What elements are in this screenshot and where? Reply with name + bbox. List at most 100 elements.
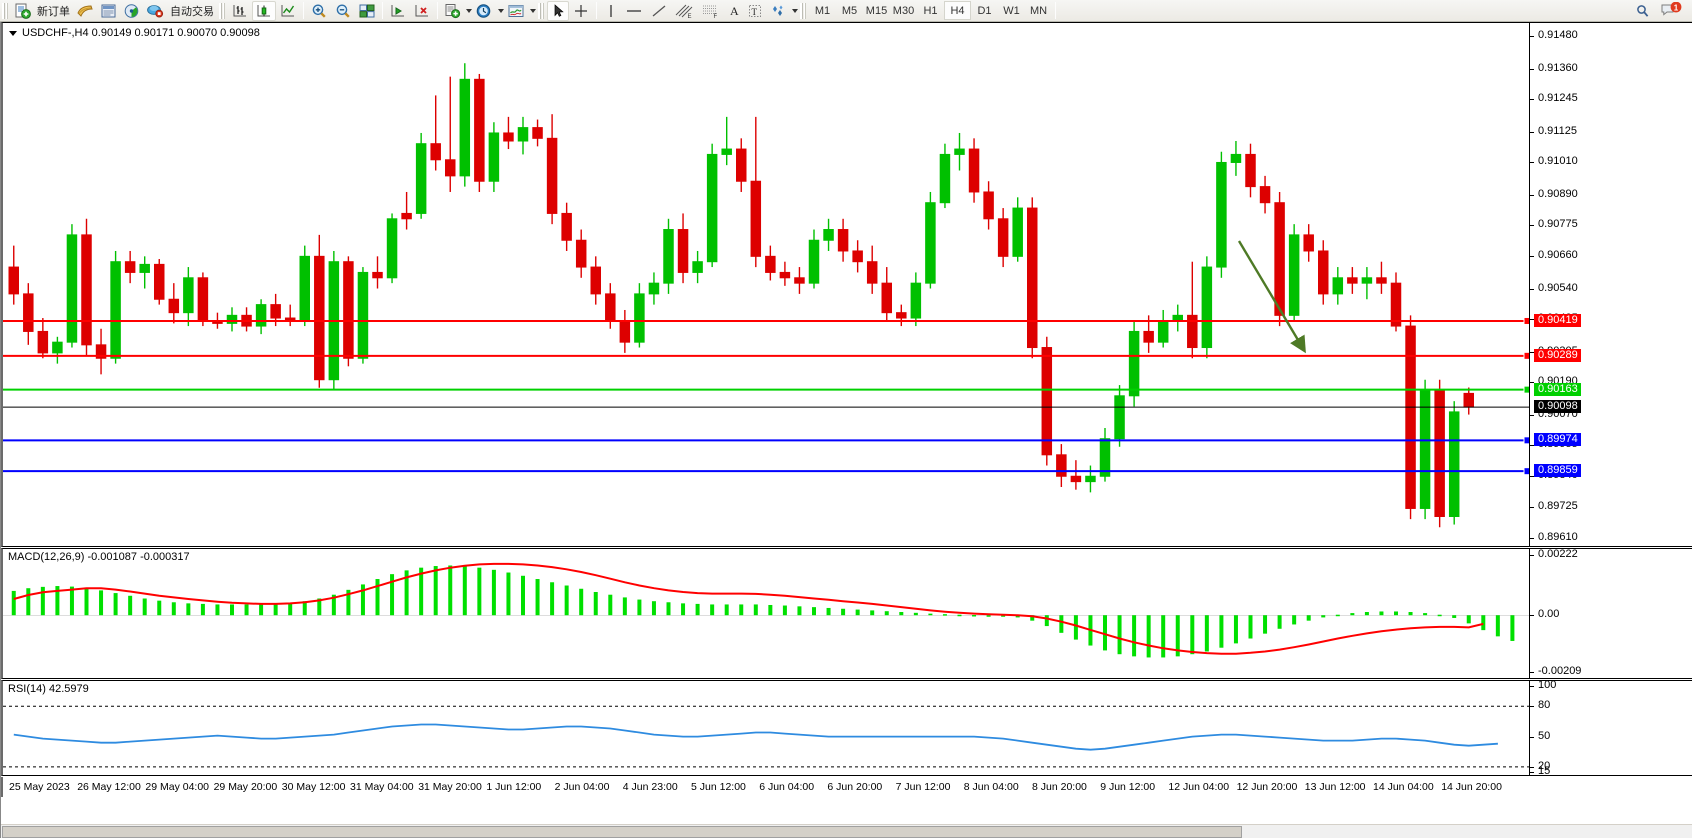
timeframe-m1[interactable]: M1 [814, 4, 831, 17]
symbol-header[interactable]: USDCHF-,H4 0.90149 0.90171 0.90070 0.900… [9, 27, 260, 39]
line-chart-icon[interactable] [276, 1, 300, 21]
timeframe-d1[interactable]: D1 [977, 4, 992, 17]
rsi-pane[interactable]: RSI(14) 42.5979 100 80 50 20 15 [1, 679, 1692, 777]
start-expert-icon[interactable] [386, 1, 410, 21]
price-level-tag-support-blue-1[interactable]: 0.89974 [1534, 433, 1581, 447]
tile-windows-icon[interactable] [355, 1, 379, 21]
templates-icon[interactable] [504, 1, 528, 21]
price-level-tag-resistance-2[interactable]: 0.90289 [1534, 348, 1581, 362]
toolbar-grip-2[interactable] [219, 2, 225, 19]
timeframe-m5[interactable]: M5 [841, 4, 858, 17]
timeframe-m30[interactable]: M30 [892, 4, 915, 17]
price-tick-mark [1530, 445, 1534, 447]
price-tick-mark [1530, 288, 1534, 290]
rsi-svg [3, 705, 1531, 768]
toolbar-separator-3 [437, 2, 438, 19]
price-tick-label: 0.90660 [1538, 249, 1578, 262]
timeframe-h4[interactable]: H4 [944, 1, 971, 20]
text-icon[interactable]: A [723, 1, 744, 21]
chart-workspace: USDCHF-,H4 0.90149 0.90171 0.90070 0.900… [0, 22, 1692, 838]
indicators-icon[interactable] [441, 1, 464, 21]
toolbar-grip[interactable] [2, 2, 8, 19]
fibonacci-icon[interactable]: F [697, 1, 723, 21]
macd-svg [3, 562, 1531, 658]
time-axis[interactable]: 25 May 2023 26 May 12:00 29 May 04:00 29 Ma… [1, 777, 1692, 797]
scrollbar-thumb[interactable] [2, 826, 1242, 838]
price-tick-label: 0.91010 [1538, 155, 1578, 168]
horizontal-scrollbar[interactable] [1, 824, 1692, 838]
trendline-icon[interactable] [647, 1, 671, 21]
macd-label: MACD(12,26,9) -0.001087 -0.000317 [8, 551, 190, 563]
candlestick-icon[interactable] [252, 0, 276, 21]
time-axis-label: 9 Jun 12:00 [1100, 781, 1156, 793]
macd-axis[interactable]: 0.00222 0.00 -0.00209 [1529, 548, 1692, 678]
templates-dropdown-caret[interactable] [530, 8, 536, 13]
rsi-axis[interactable]: 100 80 50 20 15 [1529, 679, 1692, 777]
rsi-tick-mark [1530, 706, 1534, 708]
stop-expert-icon[interactable] [410, 1, 434, 21]
rsi-tick-mark [1530, 736, 1534, 738]
timeframe-w1[interactable]: W1 [1003, 4, 1020, 17]
charts-icon[interactable] [73, 1, 97, 21]
macd-tick-mark [1530, 671, 1534, 673]
zoom-out-icon[interactable] [331, 1, 355, 21]
price-level-tag-resistance-1[interactable]: 0.90419 [1534, 313, 1581, 327]
rsi-tick-label: 20 [1538, 759, 1551, 772]
rsi-tick-mark [1530, 771, 1534, 773]
indicators-dropdown-caret[interactable] [466, 8, 472, 13]
price-level-tag-support-blue-2[interactable]: 0.89859 [1534, 464, 1581, 478]
time-axis-label: 13 Jun 12:00 [1304, 781, 1366, 793]
macd-plot-area[interactable] [3, 549, 1692, 678]
down-arrow-annotation[interactable] [1231, 233, 1321, 358]
crosshair-icon[interactable] [569, 1, 593, 21]
cursor-icon[interactable] [547, 0, 569, 21]
time-axis-label: 14 Jun 20:00 [1441, 781, 1502, 793]
market-watch-icon[interactable] [97, 1, 120, 21]
rsi-tick-label: 50 [1538, 729, 1551, 742]
horizontal-line-icon[interactable] [621, 1, 647, 21]
price-plot-area[interactable] [3, 23, 1692, 546]
chart-menu-caret-icon[interactable] [9, 30, 17, 36]
bar-chart-icon[interactable] [228, 1, 252, 21]
price-axis[interactable]: 0.91480 0.91360 0.91245 0.91125 0.91010 0.908… [1529, 23, 1692, 546]
new-order-label[interactable]: 新订单 [37, 5, 70, 18]
text-label-icon[interactable]: T [744, 1, 766, 21]
arrows-icon[interactable] [766, 1, 790, 21]
alerts-icon[interactable]: 1 [1656, 1, 1686, 21]
time-axis-label: 29 May 20:00 [213, 781, 278, 793]
period-clock-icon[interactable] [472, 1, 496, 21]
time-axis-label: 5 Jun 12:00 [691, 781, 746, 793]
price-tick-label: 0.91360 [1538, 61, 1578, 74]
timeframe-mn[interactable]: MN [1029, 4, 1048, 17]
toolbar-grip-3[interactable] [538, 2, 544, 19]
autotrading-label[interactable]: 自动交易 [170, 5, 214, 18]
svg-text:F: F [714, 14, 718, 19]
price-level-tag-current-price[interactable]: 0.90098 [1534, 400, 1581, 414]
zoom-in-icon[interactable] [307, 1, 331, 21]
rsi-label: RSI(14) 42.5979 [8, 683, 89, 695]
svg-text:T: T [752, 7, 758, 17]
arrows-dropdown-caret[interactable] [792, 8, 798, 13]
macd-pane[interactable]: MACD(12,26,9) -0.001087 -0.000317 0.0022… [1, 548, 1692, 679]
period-dropdown-caret[interactable] [498, 8, 504, 13]
price-tick-label: 0.91125 [1538, 124, 1577, 137]
timeframe-m15[interactable]: M15 [865, 4, 888, 17]
time-axis-label: 25 May 2023 [9, 781, 70, 793]
new-order-button[interactable] [11, 1, 34, 21]
navigator-icon[interactable] [120, 1, 143, 21]
toolbar-grip-4[interactable] [800, 2, 806, 19]
svg-text:A: A [730, 4, 739, 18]
price-tick-label: 0.91480 [1538, 29, 1578, 42]
autotrading-icon[interactable] [143, 1, 167, 21]
search-icon[interactable] [1630, 1, 1656, 21]
time-axis-label: 31 May 04:00 [350, 781, 414, 793]
vertical-line-icon[interactable] [600, 1, 621, 21]
price-tick-mark [1530, 351, 1534, 353]
rsi-plot-area[interactable] [3, 681, 1692, 775]
timeframe-h1[interactable]: H1 [923, 4, 938, 17]
price-tick-mark [1530, 68, 1534, 70]
equidistant-channel-icon[interactable]: E [671, 1, 697, 21]
price-pane[interactable]: USDCHF-,H4 0.90149 0.90171 0.90070 0.900… [1, 22, 1692, 547]
rsi-tick-label: 100 [1538, 679, 1557, 692]
price-level-tag-support-green[interactable]: 0.90163 [1534, 382, 1581, 396]
